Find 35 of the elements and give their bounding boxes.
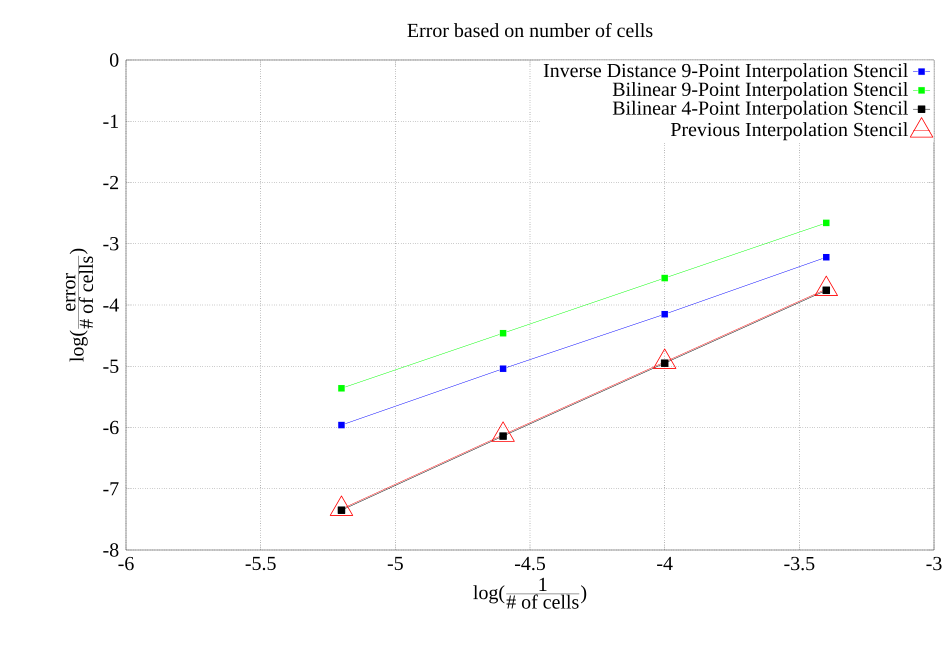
- y-tick-label: -1: [103, 114, 118, 128]
- x-tick-label: -6: [118, 556, 134, 570]
- x-tick-label: -3.5: [784, 556, 814, 570]
- y-axis-title: $\mbox{log(}\frac{\mbox{error}}{\mbox{\# of cells}}\mbox{)}$: [66, 248, 94, 362]
- y-tick-label: -8: [103, 543, 118, 557]
- x-tick-label: -3: [926, 556, 942, 570]
- y-tick-label: -7: [103, 482, 119, 496]
- chart-title: Error based on number of cells: [407, 22, 652, 38]
- point: [822, 219, 830, 227]
- point: [338, 506, 346, 514]
- legend-label: Previous Interpolation Stencil: [670, 122, 908, 140]
- point: [660, 359, 668, 367]
- y-tick-label: -3: [103, 237, 118, 250]
- y-tick-label: -5: [103, 360, 118, 373]
- point: [822, 253, 830, 261]
- point: [660, 274, 668, 282]
- x-tick-label: -5.5: [246, 556, 276, 570]
- point: [499, 329, 507, 337]
- legend-label: Bilinear 9-Point Interpolation Stencil: [612, 82, 908, 100]
- legend-label: Inverse Distance 9-Point Interpolation Stencil: [544, 63, 908, 82]
- y-tick-label: -2: [103, 176, 118, 190]
- x-tick-label: -4.5: [514, 556, 545, 570]
- y-tick-label: -4: [103, 298, 119, 312]
- y-tick-label: -6: [103, 420, 119, 434]
- x-tick-label: -4: [657, 556, 673, 570]
- point: [822, 286, 830, 294]
- point: [660, 310, 668, 318]
- y-tick-label: 0: [110, 53, 118, 67]
- point: [338, 384, 346, 392]
- point: [499, 432, 507, 440]
- point: [338, 421, 346, 429]
- x-axis-title: $\mbox{log(}\frac{\mbox{1}}{\mbox{\# of cells}}\mbox{)}$: [473, 578, 586, 609]
- legend-label: Bilinear 4-Point Interpolation Stencil: [612, 100, 908, 119]
- x-tick-label: -5: [388, 556, 403, 570]
- point: [499, 364, 507, 372]
